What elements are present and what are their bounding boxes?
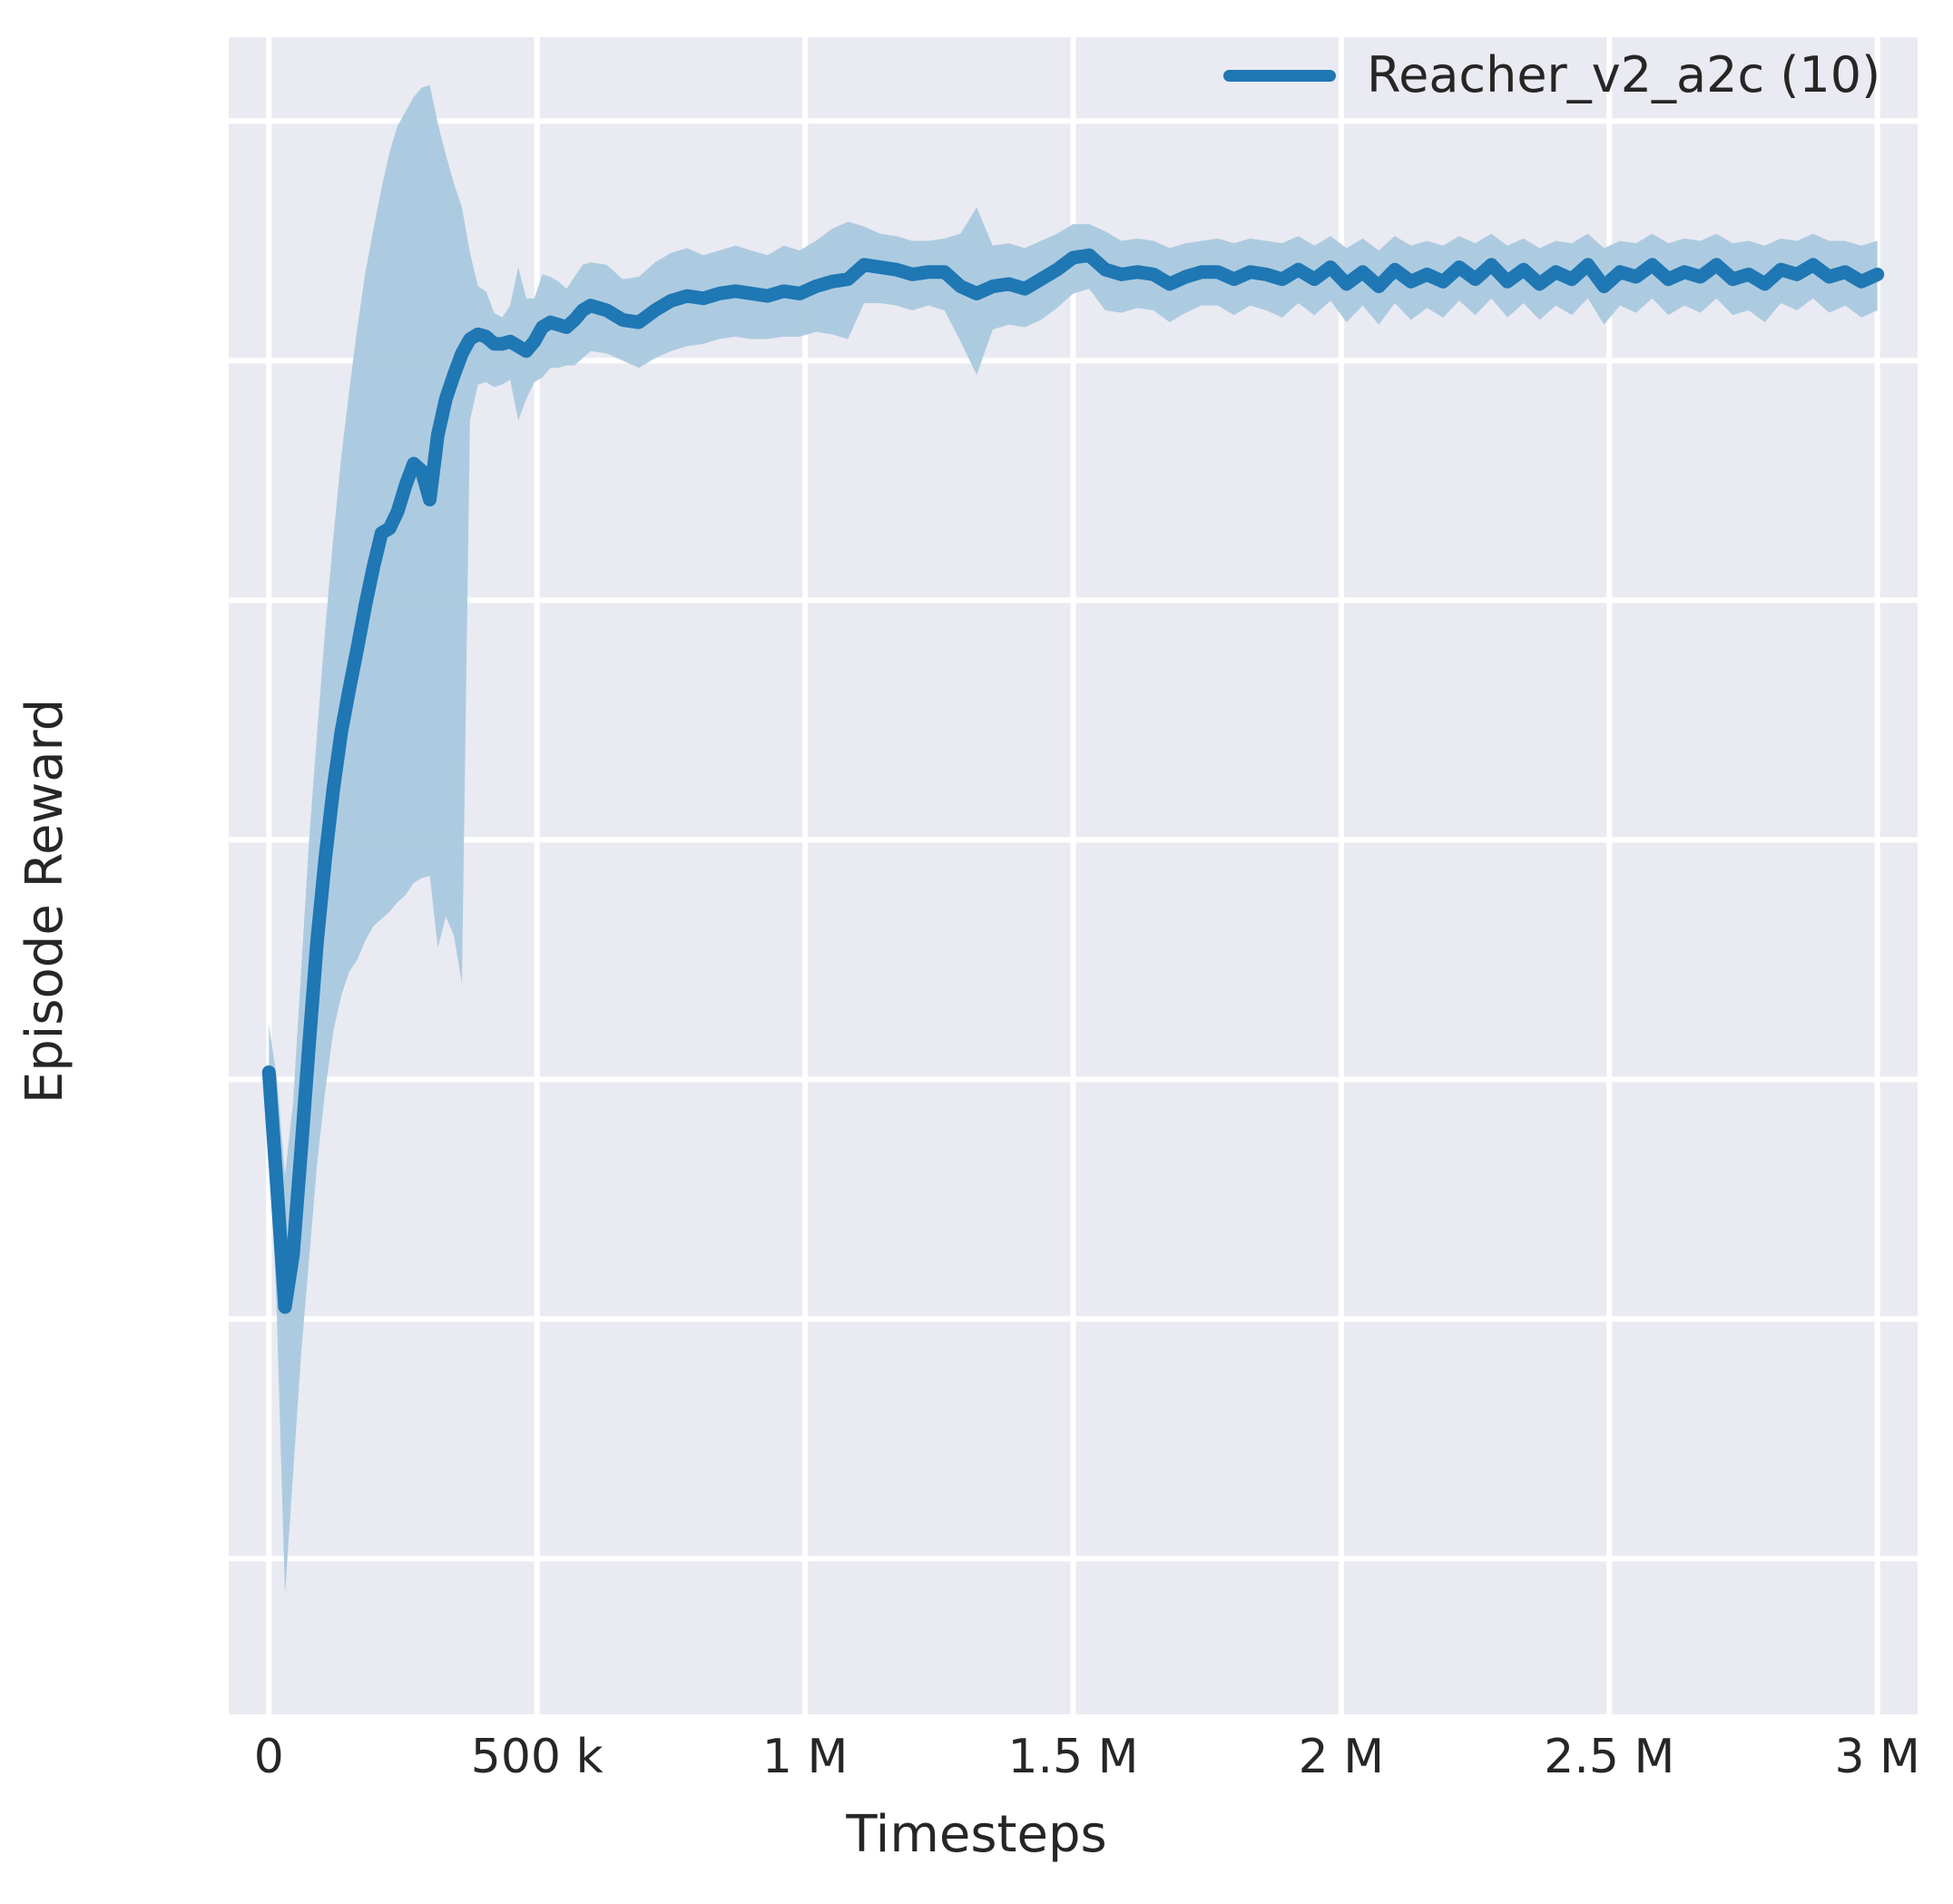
legend-color-swatch: [1223, 69, 1336, 82]
plot-area: [229, 37, 1918, 1714]
x-tick-label: 2.5 M: [1544, 1730, 1675, 1784]
x-axis-title: Timesteps: [846, 1805, 1107, 1864]
series-band: [269, 84, 1878, 1595]
series-line: [261, 248, 1885, 1314]
x-tick-label: 0: [253, 1730, 284, 1784]
y-axis-title: Episode Reward: [15, 698, 74, 1104]
x-tick-label: 500 k: [470, 1730, 604, 1784]
legend: Reacher_v2_a2c (10): [1214, 45, 1889, 105]
x-tick-label: 2 M: [1298, 1730, 1385, 1784]
x-tick-label: 3 M: [1834, 1730, 1920, 1784]
x-tick-label: 1 M: [761, 1730, 849, 1784]
x-tick-label: 1.5 M: [1007, 1730, 1139, 1784]
legend-entry-label: Reacher_v2_a2c (10): [1367, 46, 1881, 103]
confidence-band: [269, 84, 1878, 1595]
plot-svg: [229, 37, 1918, 1714]
series-mean-line: [261, 248, 1885, 1314]
